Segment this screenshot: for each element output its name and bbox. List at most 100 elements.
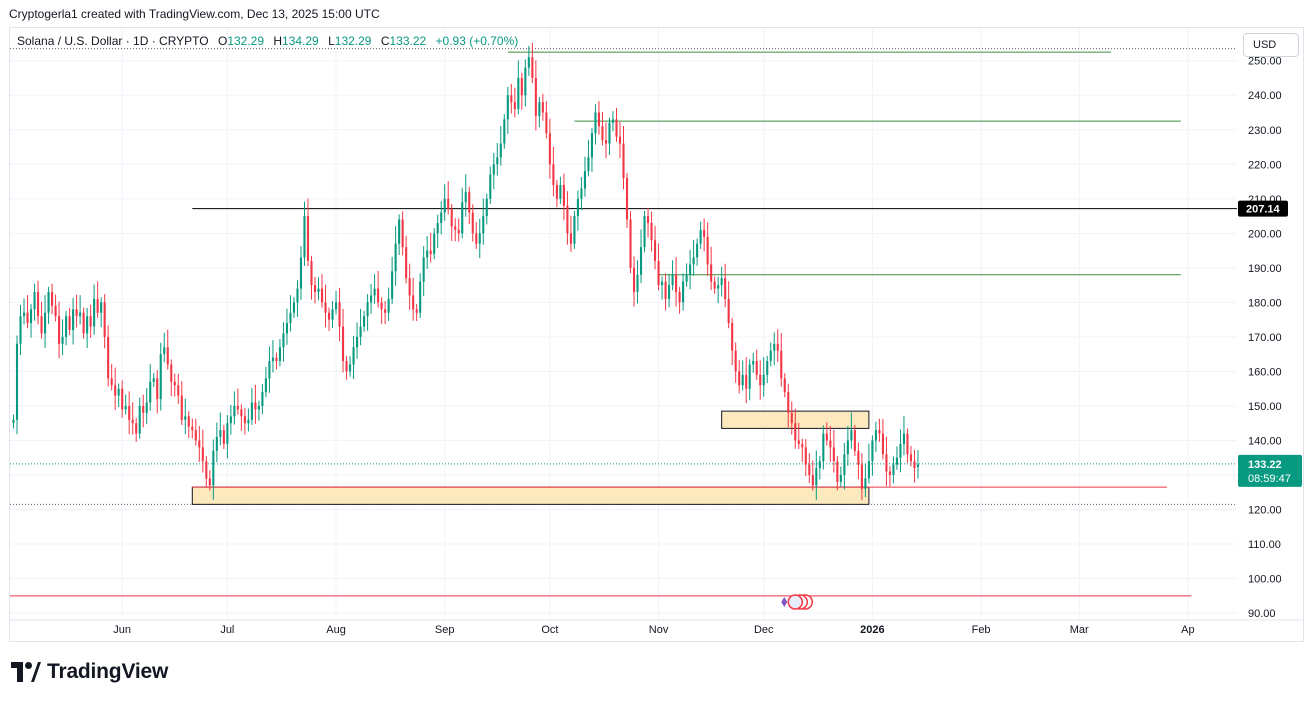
candle	[338, 287, 341, 342]
candle-body	[769, 350, 772, 362]
candle-body	[65, 316, 68, 337]
candle-body	[327, 312, 331, 320]
candle	[857, 442, 860, 480]
candle-body	[881, 433, 884, 455]
candle-body	[352, 347, 355, 365]
candle	[345, 355, 348, 380]
candle	[180, 381, 183, 425]
candle	[506, 86, 509, 134]
candle-body	[149, 381, 152, 403]
candle	[776, 329, 779, 363]
drawn-levels[interactable]	[10, 48, 1237, 597]
candle-body	[913, 461, 916, 469]
candle	[573, 210, 576, 249]
candle	[629, 211, 632, 274]
candle-body	[187, 416, 190, 427]
candle	[559, 176, 562, 204]
candle	[93, 284, 96, 335]
us-flag-event-icon[interactable]	[787, 594, 804, 610]
candle-body	[717, 285, 720, 289]
candle-body	[853, 430, 856, 451]
sparkle-icon[interactable]	[781, 597, 788, 607]
candle	[780, 333, 783, 387]
supply-demand-zone[interactable]	[191, 486, 870, 505]
candle	[604, 122, 608, 159]
close-value: 133.22	[389, 34, 427, 48]
event-markers[interactable]	[781, 594, 814, 610]
candle	[100, 297, 103, 328]
candle-body	[12, 419, 15, 424]
candle-body	[387, 298, 390, 313]
candle-body	[871, 440, 874, 462]
time-axis[interactable]: Jun Jul Aug Sep Oct Nov Dec 2026 Feb Mar Ap	[113, 624, 1194, 636]
candle-body	[696, 243, 699, 258]
candle	[682, 273, 685, 311]
candle	[436, 214, 439, 248]
symbol-name[interactable]: Solana / U.S. Dollar · 1D · CRYPTO	[17, 34, 209, 48]
candle	[124, 394, 127, 415]
candle	[766, 355, 769, 384]
price-tick-label: 170.00	[1248, 332, 1282, 344]
candle	[219, 412, 222, 446]
candle	[783, 373, 786, 398]
candle-body	[229, 416, 232, 424]
candle-body	[496, 157, 499, 165]
level-price-tag	[1238, 200, 1288, 217]
price-axis[interactable]: 90.00100.00110.00120.00130.00140.00150.0…	[1238, 56, 1302, 620]
candle	[615, 108, 618, 142]
candle	[264, 366, 267, 398]
currency-button[interactable]: USD	[1243, 33, 1299, 57]
candle-body	[682, 281, 685, 303]
candle	[639, 229, 643, 284]
candle	[843, 442, 846, 490]
candle	[356, 322, 359, 359]
candle	[306, 198, 310, 267]
candle-body	[492, 164, 495, 175]
candle-body	[271, 357, 274, 362]
candle-body	[107, 336, 110, 379]
candle	[499, 125, 502, 166]
candle	[121, 380, 124, 418]
candle	[40, 301, 43, 339]
candle-body	[664, 281, 667, 299]
tradingview-brand[interactable]: TradingView	[11, 660, 168, 684]
candle	[671, 260, 674, 291]
candle	[303, 201, 306, 266]
candle-body	[471, 212, 474, 234]
candle-body	[485, 198, 488, 217]
candle-body	[808, 464, 811, 475]
candle-body	[874, 430, 877, 441]
candle-body	[643, 216, 646, 248]
candle	[801, 438, 804, 462]
candle	[906, 428, 909, 463]
candle	[811, 460, 814, 491]
candle	[243, 408, 246, 435]
candle-body	[482, 216, 485, 234]
candle-body	[391, 271, 394, 299]
candle	[703, 218, 706, 252]
candle	[240, 404, 243, 431]
price-tick-label: 190.00	[1248, 263, 1282, 275]
candle	[65, 311, 68, 346]
candle-body	[787, 392, 790, 413]
candle	[464, 174, 467, 217]
candle-body	[415, 309, 418, 313]
candle	[618, 122, 622, 159]
candle-body	[727, 298, 730, 324]
candle-body	[338, 302, 341, 327]
candle	[569, 215, 572, 252]
candle	[597, 101, 601, 135]
brand-name: TradingView	[47, 660, 169, 683]
candle-body	[419, 281, 422, 313]
candle-body	[36, 292, 40, 317]
candle-body	[450, 209, 453, 227]
candle	[198, 425, 201, 462]
candle-body	[836, 461, 839, 482]
candle-body	[878, 430, 881, 434]
candle-body	[440, 212, 443, 223]
candle	[496, 142, 499, 176]
candle-body	[408, 278, 411, 296]
candle	[454, 218, 457, 242]
candle	[594, 104, 597, 145]
